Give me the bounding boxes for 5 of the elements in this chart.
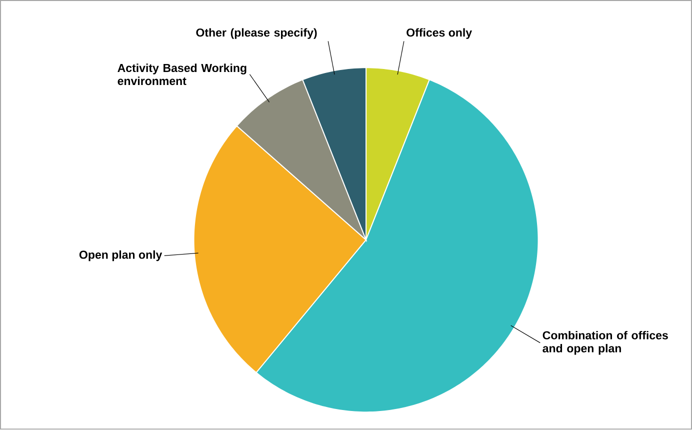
slice-label: Other (please specify) <box>196 28 317 40</box>
slice-label: Combination of offices and open plan <box>542 331 668 355</box>
slice-label: Open plan only <box>79 250 162 262</box>
slice-label: Activity Based Working environment <box>118 64 246 86</box>
slice-label: Offices only <box>406 28 472 40</box>
